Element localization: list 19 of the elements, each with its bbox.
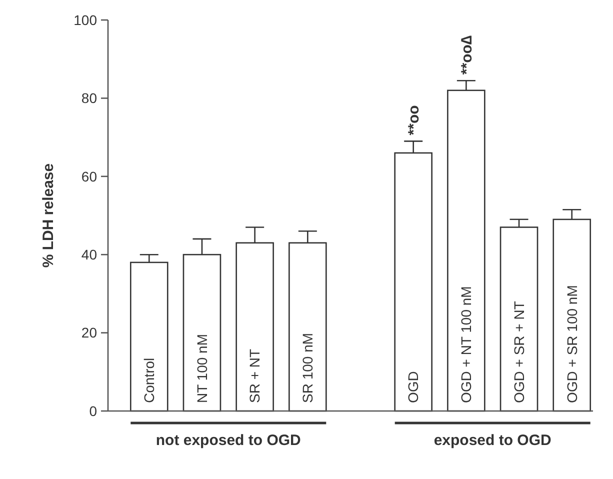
x-tick-label: OGD + SR + NT bbox=[510, 300, 527, 403]
y-axis-title: % LDH release bbox=[40, 163, 57, 268]
x-tick-label: SR + NT bbox=[246, 348, 263, 403]
y-tick-label: 100 bbox=[74, 12, 98, 28]
y-tick-label: 80 bbox=[81, 90, 98, 106]
annotation: **oo∆ bbox=[458, 35, 476, 75]
x-tick-label: OGD + SR 100 nM bbox=[564, 285, 580, 403]
x-tick-label: NT 100 nM bbox=[194, 334, 210, 403]
annotation: **oo bbox=[406, 105, 423, 136]
x-tick-label: Control bbox=[141, 358, 158, 403]
y-tick-label: 0 bbox=[89, 402, 98, 419]
text: not exposed to OGD bbox=[156, 432, 302, 449]
y-tick-label: 20 bbox=[81, 324, 98, 341]
x-tick-label: OGD bbox=[405, 371, 422, 403]
y-tick-label: 60 bbox=[81, 168, 98, 184]
text: exposed to OGD bbox=[434, 432, 552, 449]
y-tick-label: 40 bbox=[81, 246, 98, 262]
x-tick-label: OGD + NT 100 nM bbox=[458, 286, 474, 403]
x-tick-label: SR 100 nM bbox=[300, 332, 316, 403]
